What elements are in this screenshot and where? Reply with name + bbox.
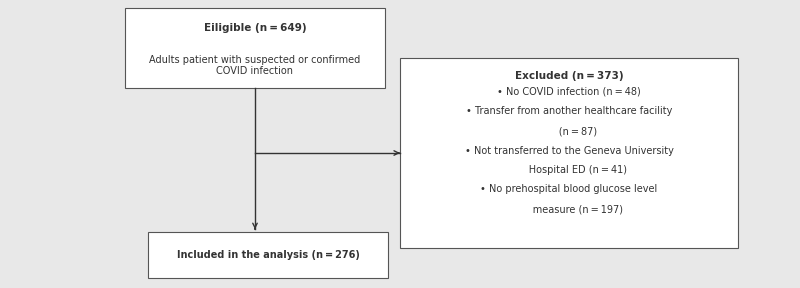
Text: • Transfer from another healthcare facility: • Transfer from another healthcare facil… xyxy=(466,107,672,117)
Text: • No COVID infection (n = 48): • No COVID infection (n = 48) xyxy=(497,87,641,97)
Text: Included in the analysis (n = 276): Included in the analysis (n = 276) xyxy=(177,250,359,260)
Text: Adults patient with suspected or confirmed
COVID infection: Adults patient with suspected or confirm… xyxy=(150,55,361,76)
Text: • No prehospital blood glucose level: • No prehospital blood glucose level xyxy=(480,185,658,194)
Bar xyxy=(125,8,385,88)
Bar xyxy=(148,232,388,278)
Text: • Not transferred to the Geneva University: • Not transferred to the Geneva Universi… xyxy=(465,145,674,156)
Text: Eiligible (n = 649): Eiligible (n = 649) xyxy=(204,23,306,33)
Bar xyxy=(400,58,738,248)
Text: Hospital ED (n = 41): Hospital ED (n = 41) xyxy=(510,165,627,175)
Text: (n = 87): (n = 87) xyxy=(541,126,598,136)
Text: Excluded (n = 373): Excluded (n = 373) xyxy=(514,71,623,81)
Text: measure (n = 197): measure (n = 197) xyxy=(514,204,623,214)
